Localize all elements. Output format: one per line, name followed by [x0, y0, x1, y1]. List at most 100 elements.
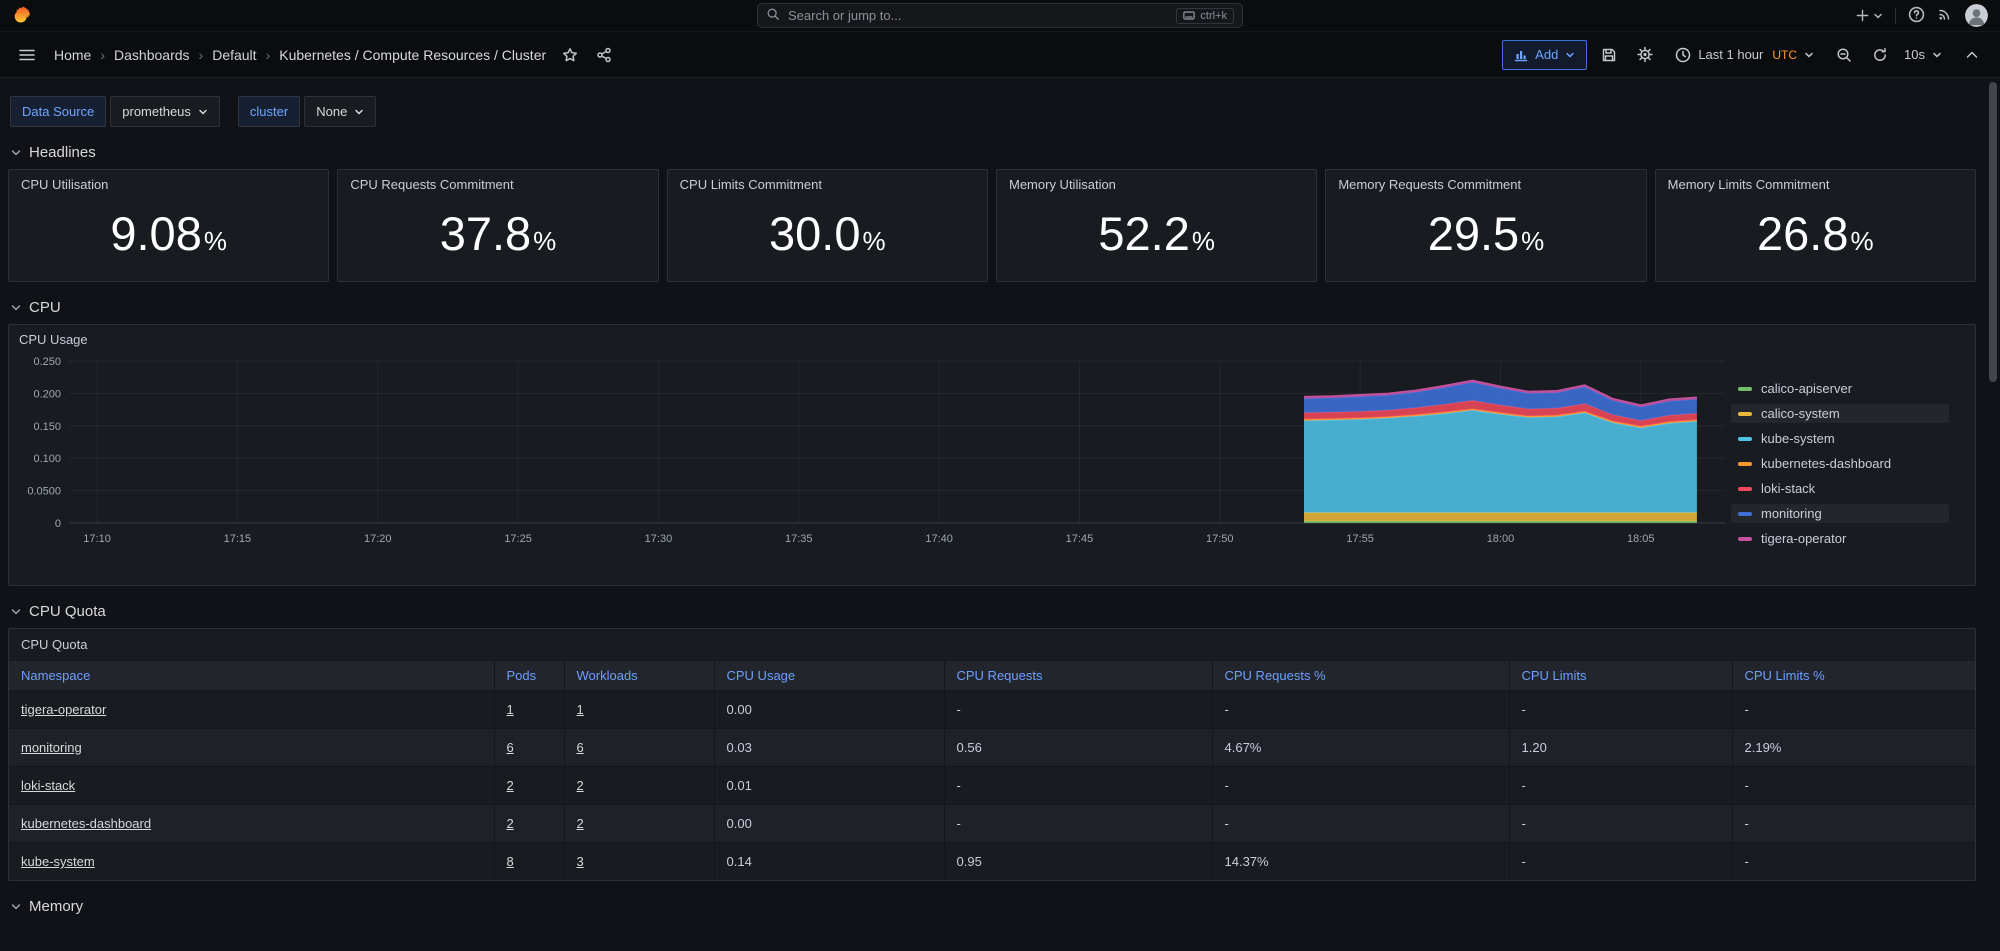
- cell-link[interactable]: 2: [506, 816, 514, 831]
- column-header[interactable]: Namespace: [9, 661, 495, 691]
- scrollbar-thumb[interactable]: [1989, 82, 1997, 382]
- legend-item[interactable]: loki-stack: [1731, 479, 1949, 498]
- cell-link[interactable]: 1: [506, 702, 514, 717]
- cell-link[interactable]: 6: [506, 740, 514, 755]
- legend-item[interactable]: calico-apiserver: [1731, 379, 1949, 398]
- section-title: CPU Quota: [29, 603, 106, 620]
- cell-link[interactable]: 1: [576, 702, 584, 717]
- user-avatar[interactable]: [1965, 4, 1988, 27]
- cell-link[interactable]: 2: [576, 816, 584, 831]
- column-header[interactable]: CPU Limits %: [1732, 661, 1975, 691]
- datasource-variable-select[interactable]: prometheus: [110, 96, 220, 127]
- cell-link[interactable]: tigera-operator: [21, 702, 107, 717]
- cell-link[interactable]: 2: [576, 778, 584, 793]
- add-panel-button[interactable]: Add: [1502, 39, 1588, 70]
- table-cell: 0.00: [714, 804, 945, 843]
- column-header[interactable]: Workloads: [564, 661, 715, 691]
- cell-link[interactable]: 3: [576, 854, 584, 869]
- stat-panel-memory-utilisation[interactable]: Memory Utilisation 52.2%: [996, 169, 1318, 282]
- page-scrollbar[interactable]: [1989, 82, 1997, 945]
- stat-value: 9.08: [110, 206, 202, 260]
- column-header[interactable]: CPU Usage: [714, 661, 945, 691]
- cell-link[interactable]: 8: [506, 854, 514, 869]
- svg-text:17:30: 17:30: [645, 533, 673, 545]
- favorite-button[interactable]: [556, 41, 584, 69]
- hamburger-icon: [19, 49, 35, 60]
- legend-item[interactable]: calico-system: [1731, 404, 1949, 423]
- chevron-down-icon: [1566, 52, 1575, 57]
- section-header-memory[interactable]: Memory: [10, 898, 1976, 915]
- section-header-headlines[interactable]: Headlines: [10, 144, 1976, 161]
- zoom-out-time-button[interactable]: [1830, 41, 1858, 69]
- cell-link[interactable]: monitoring: [21, 740, 82, 755]
- stat-value: 52.2: [1098, 206, 1190, 260]
- section-header-cpu[interactable]: CPU: [10, 299, 1976, 316]
- stat-panel-cpu-requests-commitment[interactable]: CPU Requests Commitment 37.8%: [337, 169, 659, 282]
- new-menu-button[interactable]: [1855, 8, 1883, 23]
- cell-link[interactable]: 6: [576, 740, 584, 755]
- refresh-button[interactable]: [1866, 41, 1894, 69]
- table-cell: 2: [494, 766, 565, 805]
- stat-panel-memory-limits-commitment[interactable]: Memory Limits Commitment 26.8%: [1654, 169, 1976, 282]
- table-cell: -: [1212, 690, 1510, 729]
- cpu-usage-panel[interactable]: CPU Usage 0 0.0500 0.100 0.150 0.200 0.250 17:…: [8, 324, 1976, 586]
- refresh-interval-picker[interactable]: 10s: [1902, 40, 1950, 70]
- refresh-interval-label: 10s: [1904, 47, 1925, 62]
- news-button[interactable]: [1937, 6, 1953, 25]
- table-cell: -: [1509, 804, 1733, 843]
- keyboard-icon: [1183, 11, 1196, 20]
- breadcrumb-item-default[interactable]: Default: [212, 46, 257, 63]
- section-header-cpu-quota[interactable]: CPU Quota: [10, 603, 1976, 620]
- legend-item[interactable]: kubernetes-dashboard: [1731, 454, 1949, 473]
- share-button[interactable]: [590, 41, 618, 69]
- svg-text:17:10: 17:10: [83, 533, 111, 545]
- cell-link[interactable]: kubernetes-dashboard: [21, 816, 152, 831]
- legend-item[interactable]: tigera-operator: [1731, 529, 1949, 548]
- panel-title: Memory Limits Commitment: [1667, 177, 1830, 192]
- collapse-toolbar-button[interactable]: [1958, 41, 1986, 69]
- dashboard-settings-button[interactable]: [1631, 41, 1659, 69]
- chevron-down-icon: [1805, 52, 1813, 57]
- add-button-label: Add: [1535, 47, 1559, 62]
- stat-panel-cpu-utilisation[interactable]: CPU Utilisation 9.08%: [8, 169, 330, 282]
- datasource-variable-value: prometheus: [122, 104, 191, 119]
- help-button[interactable]: [1908, 6, 1925, 26]
- cpu-usage-chart[interactable]: 0 0.0500 0.100 0.150 0.200 0.250 17:10 17:15 17:…: [19, 355, 1731, 557]
- column-header[interactable]: CPU Requests %: [1212, 661, 1510, 691]
- table-cell: -: [1212, 766, 1510, 805]
- table-cell: 3: [564, 842, 715, 880]
- stat-panel-memory-requests-commitment[interactable]: Memory Requests Commitment 29.5%: [1325, 169, 1647, 282]
- chevron-down-icon: [10, 901, 22, 913]
- legend-item[interactable]: kube-system: [1731, 429, 1949, 448]
- legend-swatch-icon: [1738, 461, 1752, 466]
- save-icon: [1603, 48, 1616, 61]
- stat-suffix: %: [1850, 225, 1874, 256]
- zoom-out-icon: [1837, 47, 1851, 62]
- legend-item[interactable]: monitoring: [1731, 504, 1949, 523]
- legend-swatch-icon: [1738, 511, 1752, 516]
- table-cell: 0.14: [714, 842, 945, 880]
- cell-link[interactable]: loki-stack: [21, 778, 76, 793]
- time-range-picker[interactable]: Last 1 hour UTC: [1667, 40, 1822, 70]
- breadcrumb-item-current: Kubernetes / Compute Resources / Cluster: [279, 46, 547, 63]
- table-cell: -: [1509, 842, 1733, 880]
- cpu-quota-panel[interactable]: CPU Quota Namespace Pods Workloads CPU Usag…: [8, 628, 1976, 881]
- cluster-variable-select[interactable]: None: [304, 96, 377, 127]
- stat-panel-cpu-limits-commitment[interactable]: CPU Limits Commitment 30.0%: [666, 169, 988, 282]
- panel-title: CPU Utilisation: [21, 177, 109, 192]
- cell-link[interactable]: 2: [506, 778, 514, 793]
- svg-text:0.250: 0.250: [33, 356, 61, 368]
- cell-link[interactable]: kube-system: [21, 854, 95, 869]
- column-header[interactable]: CPU Limits: [1509, 661, 1733, 691]
- stat-value: 29.5: [1427, 206, 1520, 260]
- column-header[interactable]: Pods: [494, 661, 565, 691]
- menu-toggle-button[interactable]: [14, 42, 40, 68]
- column-header[interactable]: CPU Requests: [944, 661, 1213, 691]
- legend-label: calico-system: [1761, 406, 1840, 421]
- breadcrumb-item-home[interactable]: Home: [54, 46, 92, 63]
- svg-text:0.100: 0.100: [33, 453, 61, 465]
- breadcrumb-item-dashboards[interactable]: Dashboards: [114, 46, 190, 63]
- save-dashboard-button[interactable]: [1595, 41, 1623, 69]
- grafana-logo-icon[interactable]: [12, 6, 31, 25]
- search-input[interactable]: Search or jump to... ctrl+k: [757, 3, 1243, 28]
